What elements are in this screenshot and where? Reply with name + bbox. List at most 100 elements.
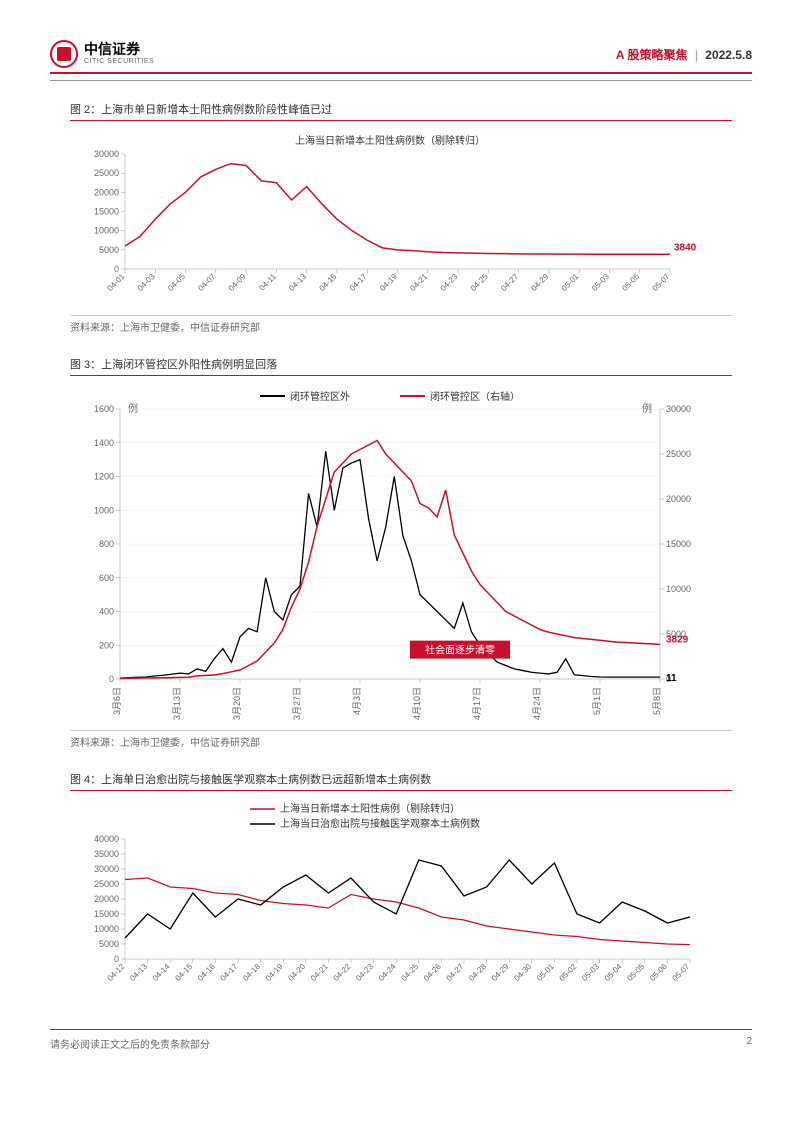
svg-text:04-09: 04-09 [227, 272, 248, 293]
svg-text:3月13日: 3月13日 [172, 687, 182, 720]
svg-text:04-15: 04-15 [173, 962, 194, 983]
svg-text:4月17日: 4月17日 [472, 687, 482, 720]
header-category: A 股策略聚焦 [616, 48, 688, 62]
svg-text:3月20日: 3月20日 [232, 687, 242, 720]
footer-page-number: 2 [746, 1036, 752, 1051]
svg-text:40000: 40000 [94, 834, 119, 844]
svg-text:04-18: 04-18 [241, 962, 262, 983]
svg-text:25000: 25000 [94, 168, 119, 178]
fig2-chart: 上海当日新增本土阳性病例数（剔除转归）050001000015000200002… [70, 129, 732, 309]
figure-4: 图 4：上海单日治愈出院与接触医学观察本土病例数已远超新增本土病例数 上海当日新… [70, 771, 732, 999]
svg-text:10000: 10000 [94, 924, 119, 934]
svg-text:15000: 15000 [666, 539, 691, 549]
svg-text:04-19: 04-19 [264, 962, 285, 983]
svg-text:04-17: 04-17 [219, 962, 240, 983]
fig3-title: 图 3：上海闭环管控区外阳性病例明显回落 [70, 356, 732, 376]
svg-text:04-05: 04-05 [166, 272, 187, 293]
svg-text:4月24日: 4月24日 [532, 687, 542, 720]
svg-text:上海当日新增本土阳性病例（剔除转归）: 上海当日新增本土阳性病例（剔除转归） [280, 802, 460, 815]
svg-text:04-19: 04-19 [378, 272, 399, 293]
svg-text:10000: 10000 [94, 226, 119, 236]
svg-text:1400: 1400 [94, 438, 114, 448]
svg-text:05-02: 05-02 [558, 962, 579, 983]
fig3-source: 资料来源：上海市卫健委，中信证券研究部 [70, 730, 732, 749]
svg-text:25000: 25000 [94, 879, 119, 889]
svg-text:04-07: 04-07 [196, 272, 217, 293]
footer-disclaimer: 请务必阅读正文之后的免责条款部分 [50, 1036, 210, 1051]
svg-text:04-15: 04-15 [318, 272, 339, 293]
fig4-chart: 上海当日新增本土阳性病例（剔除转归） 上海当日治愈出院与接触医学观察本土病例数 05… [70, 799, 732, 999]
svg-text:05-07: 05-07 [651, 272, 672, 293]
svg-text:上海当日新增本土阳性病例数（剔除转归）: 上海当日新增本土阳性病例数（剔除转归） [295, 134, 485, 147]
fig2-title: 图 2：上海市单日新增本土阳性病例数阶段性峰值已过 [70, 101, 732, 121]
svg-text:上海当日治愈出院与接触医学观察本土病例数: 上海当日治愈出院与接触医学观察本土病例数 [280, 817, 480, 830]
svg-text:200: 200 [99, 640, 114, 650]
fig4-title: 图 4：上海单日治愈出院与接触医学观察本土病例数已远超新增本土病例数 [70, 771, 732, 791]
logo-icon [50, 40, 78, 68]
svg-text:20000: 20000 [94, 894, 119, 904]
svg-text:20000: 20000 [666, 494, 691, 504]
svg-text:4月10日: 4月10日 [412, 687, 422, 720]
svg-text:04-14: 04-14 [151, 962, 172, 983]
logo-cn: 中信证券 [84, 42, 154, 57]
svg-text:04-23: 04-23 [439, 272, 460, 293]
svg-text:35000: 35000 [94, 849, 119, 859]
svg-text:04-13: 04-13 [128, 962, 149, 983]
svg-text:04-24: 04-24 [377, 962, 398, 983]
header-date: 2022.5.8 [705, 48, 752, 62]
header-right: A 股策略聚焦 | 2022.5.8 [616, 46, 752, 63]
svg-text:04-17: 04-17 [348, 272, 369, 293]
svg-text:400: 400 [99, 607, 114, 617]
svg-text:04-29: 04-29 [490, 962, 511, 983]
svg-text:04-21: 04-21 [408, 272, 429, 293]
figure-2: 图 2：上海市单日新增本土阳性病例数阶段性峰值已过 上海当日新增本土阳性病例数（… [70, 101, 732, 334]
svg-text:30000: 30000 [666, 404, 691, 414]
svg-text:1200: 1200 [94, 472, 114, 482]
svg-text:05-05: 05-05 [620, 272, 641, 293]
svg-text:04-25: 04-25 [399, 962, 420, 983]
svg-text:04-23: 04-23 [354, 962, 375, 983]
svg-text:05-03: 05-03 [590, 272, 611, 293]
svg-text:10000: 10000 [666, 584, 691, 594]
svg-text:0: 0 [109, 674, 114, 684]
svg-text:闭环管控区（右轴）: 闭环管控区（右轴） [430, 390, 520, 403]
page-footer: 请务必阅读正文之后的免责条款部分 2 [50, 1029, 752, 1051]
svg-text:04-29: 04-29 [529, 272, 550, 293]
figure-3: 图 3：上海闭环管控区外阳性病例明显回落 闭环管控区外闭环管控区（右轴）例020… [70, 356, 732, 749]
svg-text:3月27日: 3月27日 [292, 687, 302, 720]
svg-text:5000: 5000 [99, 939, 119, 949]
svg-text:例: 例 [128, 402, 138, 415]
svg-text:20000: 20000 [94, 187, 119, 197]
svg-text:1600: 1600 [94, 404, 114, 414]
svg-text:05-07: 05-07 [671, 962, 692, 983]
svg-text:04-26: 04-26 [422, 962, 443, 983]
svg-text:25000: 25000 [666, 449, 691, 459]
svg-text:05-01: 05-01 [560, 272, 581, 293]
svg-text:5月1日: 5月1日 [592, 687, 602, 715]
fig3-chart: 闭环管控区外闭环管控区（右轴）例020040060080010001200140… [70, 384, 732, 724]
svg-text:15000: 15000 [94, 207, 119, 217]
svg-text:5000: 5000 [99, 245, 119, 255]
fig2-source: 资料来源：上海市卫健委，中信证券研究部 [70, 315, 732, 334]
svg-text:3840: 3840 [674, 242, 697, 253]
svg-text:05-01: 05-01 [535, 962, 556, 983]
svg-text:04-27: 04-27 [445, 962, 466, 983]
page-header: 中信证券 CITIC SECURITIES A 股策略聚焦 | 2022.5.8 [50, 40, 752, 74]
svg-text:04-16: 04-16 [196, 962, 217, 983]
svg-text:05-04: 05-04 [603, 962, 624, 983]
svg-text:5月8日: 5月8日 [652, 687, 662, 715]
svg-text:社会面逐步清零: 社会面逐步清零 [425, 644, 495, 657]
svg-text:30000: 30000 [94, 864, 119, 874]
svg-text:04-03: 04-03 [136, 272, 157, 293]
svg-text:3月6日: 3月6日 [112, 687, 122, 715]
svg-text:04-20: 04-20 [286, 962, 307, 983]
svg-text:04-11: 04-11 [257, 272, 278, 293]
svg-text:600: 600 [99, 573, 114, 583]
svg-text:11: 11 [666, 673, 677, 684]
svg-text:04-27: 04-27 [499, 272, 520, 293]
svg-text:04-01: 04-01 [106, 272, 127, 293]
logo: 中信证券 CITIC SECURITIES [50, 40, 154, 68]
svg-text:15000: 15000 [94, 909, 119, 919]
logo-en: CITIC SECURITIES [84, 58, 154, 66]
svg-text:05-05: 05-05 [625, 962, 646, 983]
